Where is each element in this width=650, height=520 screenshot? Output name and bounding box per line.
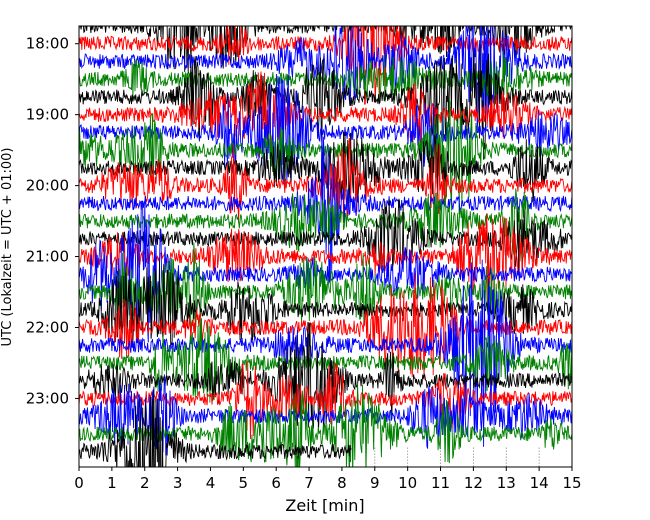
y-axis-label: UTC (Lokalzeit = UTC + 01:00) (0, 148, 15, 347)
y-tick-label-20:00: 20:00 (26, 177, 69, 195)
x-tick-label-7: 7 (304, 474, 314, 492)
trace-20:30 (79, 188, 572, 262)
trace-23:45 (79, 386, 352, 467)
trace-19:00 (79, 71, 572, 158)
x-tick-label-8: 8 (337, 474, 347, 492)
x-tick-label-14: 14 (530, 474, 549, 492)
x-tick-label-15: 15 (562, 474, 581, 492)
y-tick-label-18:00: 18:00 (26, 35, 69, 53)
x-tick-label-13: 13 (497, 474, 516, 492)
y-axis-ticks: 18:00 19:00 20:00 21:00 22:00 23:00 (26, 35, 79, 407)
trace-23:30 (79, 382, 572, 467)
y-tick-label-21:00: 21:00 (26, 248, 69, 266)
traces-group (79, 26, 572, 467)
remaining-minute-markers (374, 447, 540, 467)
trace-20:15 (79, 130, 572, 284)
x-tick-label-10: 10 (398, 474, 417, 492)
y-tick-label-22:00: 22:00 (26, 318, 69, 336)
trace-19:30 (79, 99, 572, 215)
y-tick-label-23:00: 23:00 (26, 389, 69, 407)
x-tick-label-5: 5 (239, 474, 249, 492)
trace-23:15 (79, 374, 572, 456)
x-tick-label-2: 2 (140, 474, 150, 492)
trace-21:15 (79, 201, 572, 343)
trace-18:00 (79, 26, 572, 105)
trace-20:00 (79, 137, 572, 224)
trace-17:45 (79, 26, 572, 74)
trace-22:15 (79, 259, 572, 447)
plot-frame (78, 25, 573, 468)
x-tick-label-12: 12 (464, 474, 483, 492)
x-axis-ticks: 0 1 2 3 4 5 6 7 8 9 10 11 12 13 14 15 (74, 467, 582, 492)
x-tick-label-0: 0 (74, 474, 84, 492)
x-axis-label: Zeit [min] (285, 496, 364, 515)
trace-18:45 (79, 44, 572, 160)
x-tick-label-6: 6 (271, 474, 281, 492)
x-tick-label-1: 1 (107, 474, 117, 492)
x-tick-label-4: 4 (206, 474, 216, 492)
y-tick-label-19:00: 19:00 (26, 106, 69, 124)
x-tick-label-11: 11 (431, 474, 450, 492)
x-tick-label-9: 9 (370, 474, 380, 492)
x-tick-label-3: 3 (173, 474, 183, 492)
